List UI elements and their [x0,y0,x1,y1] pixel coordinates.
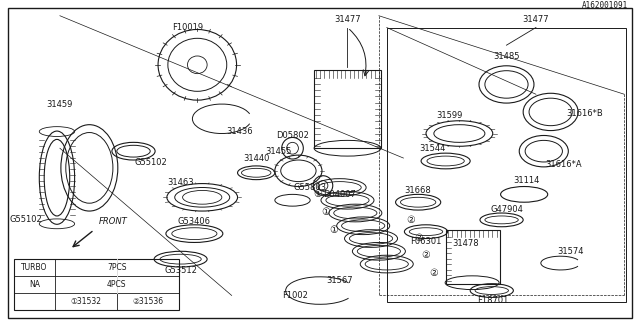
Text: F10019: F10019 [172,23,203,32]
Text: 31478: 31478 [452,239,479,248]
Text: 31567: 31567 [326,276,353,285]
Text: ②: ② [414,233,422,243]
Text: 31463: 31463 [167,178,194,187]
Text: ①: ① [321,207,330,217]
Bar [14,259,179,310]
Text: ②: ② [429,268,438,278]
Bar [314,70,381,148]
Text: ①: ① [314,189,323,199]
Text: A162001091: A162001091 [582,1,628,10]
Text: 31440: 31440 [243,154,269,163]
Text: 7PCS: 7PCS [107,263,127,272]
Text: 31485: 31485 [493,52,520,61]
Text: ①: ① [330,225,338,235]
Text: G47904: G47904 [490,204,523,213]
Text: F1002: F1002 [282,291,308,300]
Text: G53512: G53512 [164,267,197,276]
Text: G55102: G55102 [9,215,42,224]
Text: 31574: 31574 [557,247,584,256]
Text: FRONT: FRONT [99,217,128,226]
Text: F06301: F06301 [410,237,442,246]
Text: D05802: D05802 [276,131,309,140]
Text: G55102: G55102 [135,158,168,167]
Text: 4PCS: 4PCS [107,280,127,289]
Text: D04007: D04007 [323,190,356,199]
Text: ①31532: ①31532 [70,297,101,306]
Text: 31114: 31114 [513,176,540,185]
Text: NA: NA [29,280,40,289]
Bar [387,28,626,302]
Text: 31668: 31668 [404,186,431,195]
Text: 31544: 31544 [420,144,446,153]
Text: TURBO: TURBO [21,263,47,272]
Text: 31599: 31599 [436,111,463,120]
Text: 31436: 31436 [226,127,253,136]
Text: ②: ② [422,250,430,260]
Bar [445,230,500,284]
Text: 31616*A: 31616*A [545,160,582,169]
Text: 31459: 31459 [47,100,73,108]
Text: ②31536: ②31536 [132,297,163,306]
Text: G53406: G53406 [178,217,211,226]
Text: 31455: 31455 [266,147,292,156]
Text: G55803: G55803 [294,183,326,192]
Text: F18701: F18701 [477,296,508,305]
Text: 31477: 31477 [334,15,361,24]
Text: 31477: 31477 [523,15,549,24]
Text: 31616*B: 31616*B [566,109,604,118]
Text: ②: ② [406,215,415,225]
